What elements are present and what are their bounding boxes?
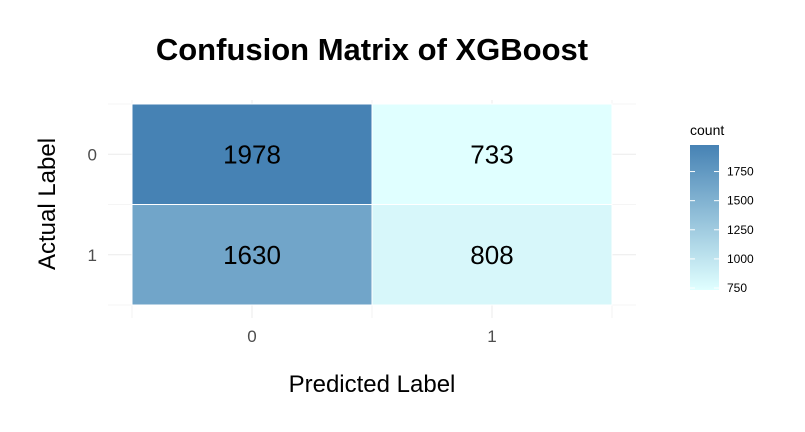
color-legend: count 750 1000 1250 1500 1750 xyxy=(690,122,754,295)
cell-count-label: 733 xyxy=(470,139,513,169)
legend-title: count xyxy=(690,122,724,138)
heatmap-cell xyxy=(371,204,613,306)
legend-colorbar xyxy=(690,145,719,290)
heatmap-cell xyxy=(131,103,373,205)
cell-count-label: 1630 xyxy=(223,240,281,270)
x-axis-title: Predicted Label xyxy=(289,371,456,398)
legend-tick-label: 1000 xyxy=(727,252,754,266)
legend-tick-label: 1750 xyxy=(727,165,754,179)
legend-tick-label: 750 xyxy=(727,281,747,295)
x-tick-label: 0 xyxy=(247,327,256,346)
heatmap-cells: 1978 733 1630 808 xyxy=(131,103,613,306)
legend-ticks: 750 1000 1250 1500 1750 xyxy=(690,165,754,295)
cell-count-label: 808 xyxy=(470,240,513,270)
chart-title: Confusion Matrix of XGBoost xyxy=(156,32,588,67)
heatmap-cell xyxy=(371,103,613,205)
y-axis-ticks: 01 xyxy=(88,145,97,265)
y-tick-label: 1 xyxy=(88,246,97,265)
y-tick-label: 0 xyxy=(88,145,97,164)
legend-tick-label: 1500 xyxy=(727,194,754,208)
x-tick-label: 1 xyxy=(487,327,496,346)
y-axis-title: Actual Label xyxy=(34,138,61,270)
legend-tick-label: 1250 xyxy=(727,223,754,237)
cell-count-label: 1978 xyxy=(223,139,281,169)
heatmap-cell xyxy=(131,204,373,306)
